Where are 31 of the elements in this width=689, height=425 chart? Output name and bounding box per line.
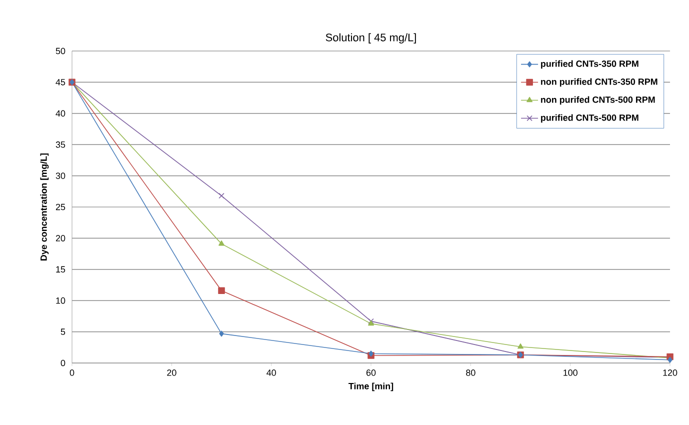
point	[518, 343, 524, 349]
y-tick-label: 25	[56, 204, 66, 210]
point	[219, 330, 224, 337]
y-tick-label: 45	[56, 79, 66, 86]
point	[668, 356, 672, 363]
point	[218, 240, 224, 246]
x-tick-label: 0	[70, 370, 74, 376]
point	[218, 287, 225, 294]
y-tick-label: 5	[60, 328, 66, 335]
y-tick-label: 50	[56, 48, 66, 54]
x-tick-label: 40	[266, 370, 276, 376]
chart-title: Solution [ 45 mg/L]	[326, 33, 416, 44]
y-tick-label: 30	[56, 172, 66, 179]
x-tick-label: 60	[366, 370, 376, 376]
y-tick-label: 20	[56, 235, 66, 242]
legend-label: purified CNTs-350 RPM	[541, 60, 638, 69]
y-axis-title: Dye concentration [mg/L]	[40, 153, 49, 260]
legend-label: non purifed CNTs-500 RPM	[541, 96, 655, 105]
x-tick-label: 20	[167, 370, 176, 376]
x-tick-label: 100	[564, 370, 578, 376]
y-tick-label: 15	[56, 266, 66, 273]
legend-label: non purified CNTs-350 RPM	[541, 78, 658, 87]
y-tick-label: 40	[56, 110, 66, 117]
x-tick-label: 120	[663, 370, 678, 376]
x-axis-title: Time [min]	[348, 382, 394, 392]
y-tick-label: 0	[60, 360, 66, 366]
y-tick-label: 35	[56, 141, 66, 148]
y-tick-label: 10	[56, 297, 66, 304]
x-tick-label: 80	[466, 370, 476, 376]
point	[218, 192, 224, 199]
legend-label: purified CNTs-500 RPM	[541, 114, 638, 123]
